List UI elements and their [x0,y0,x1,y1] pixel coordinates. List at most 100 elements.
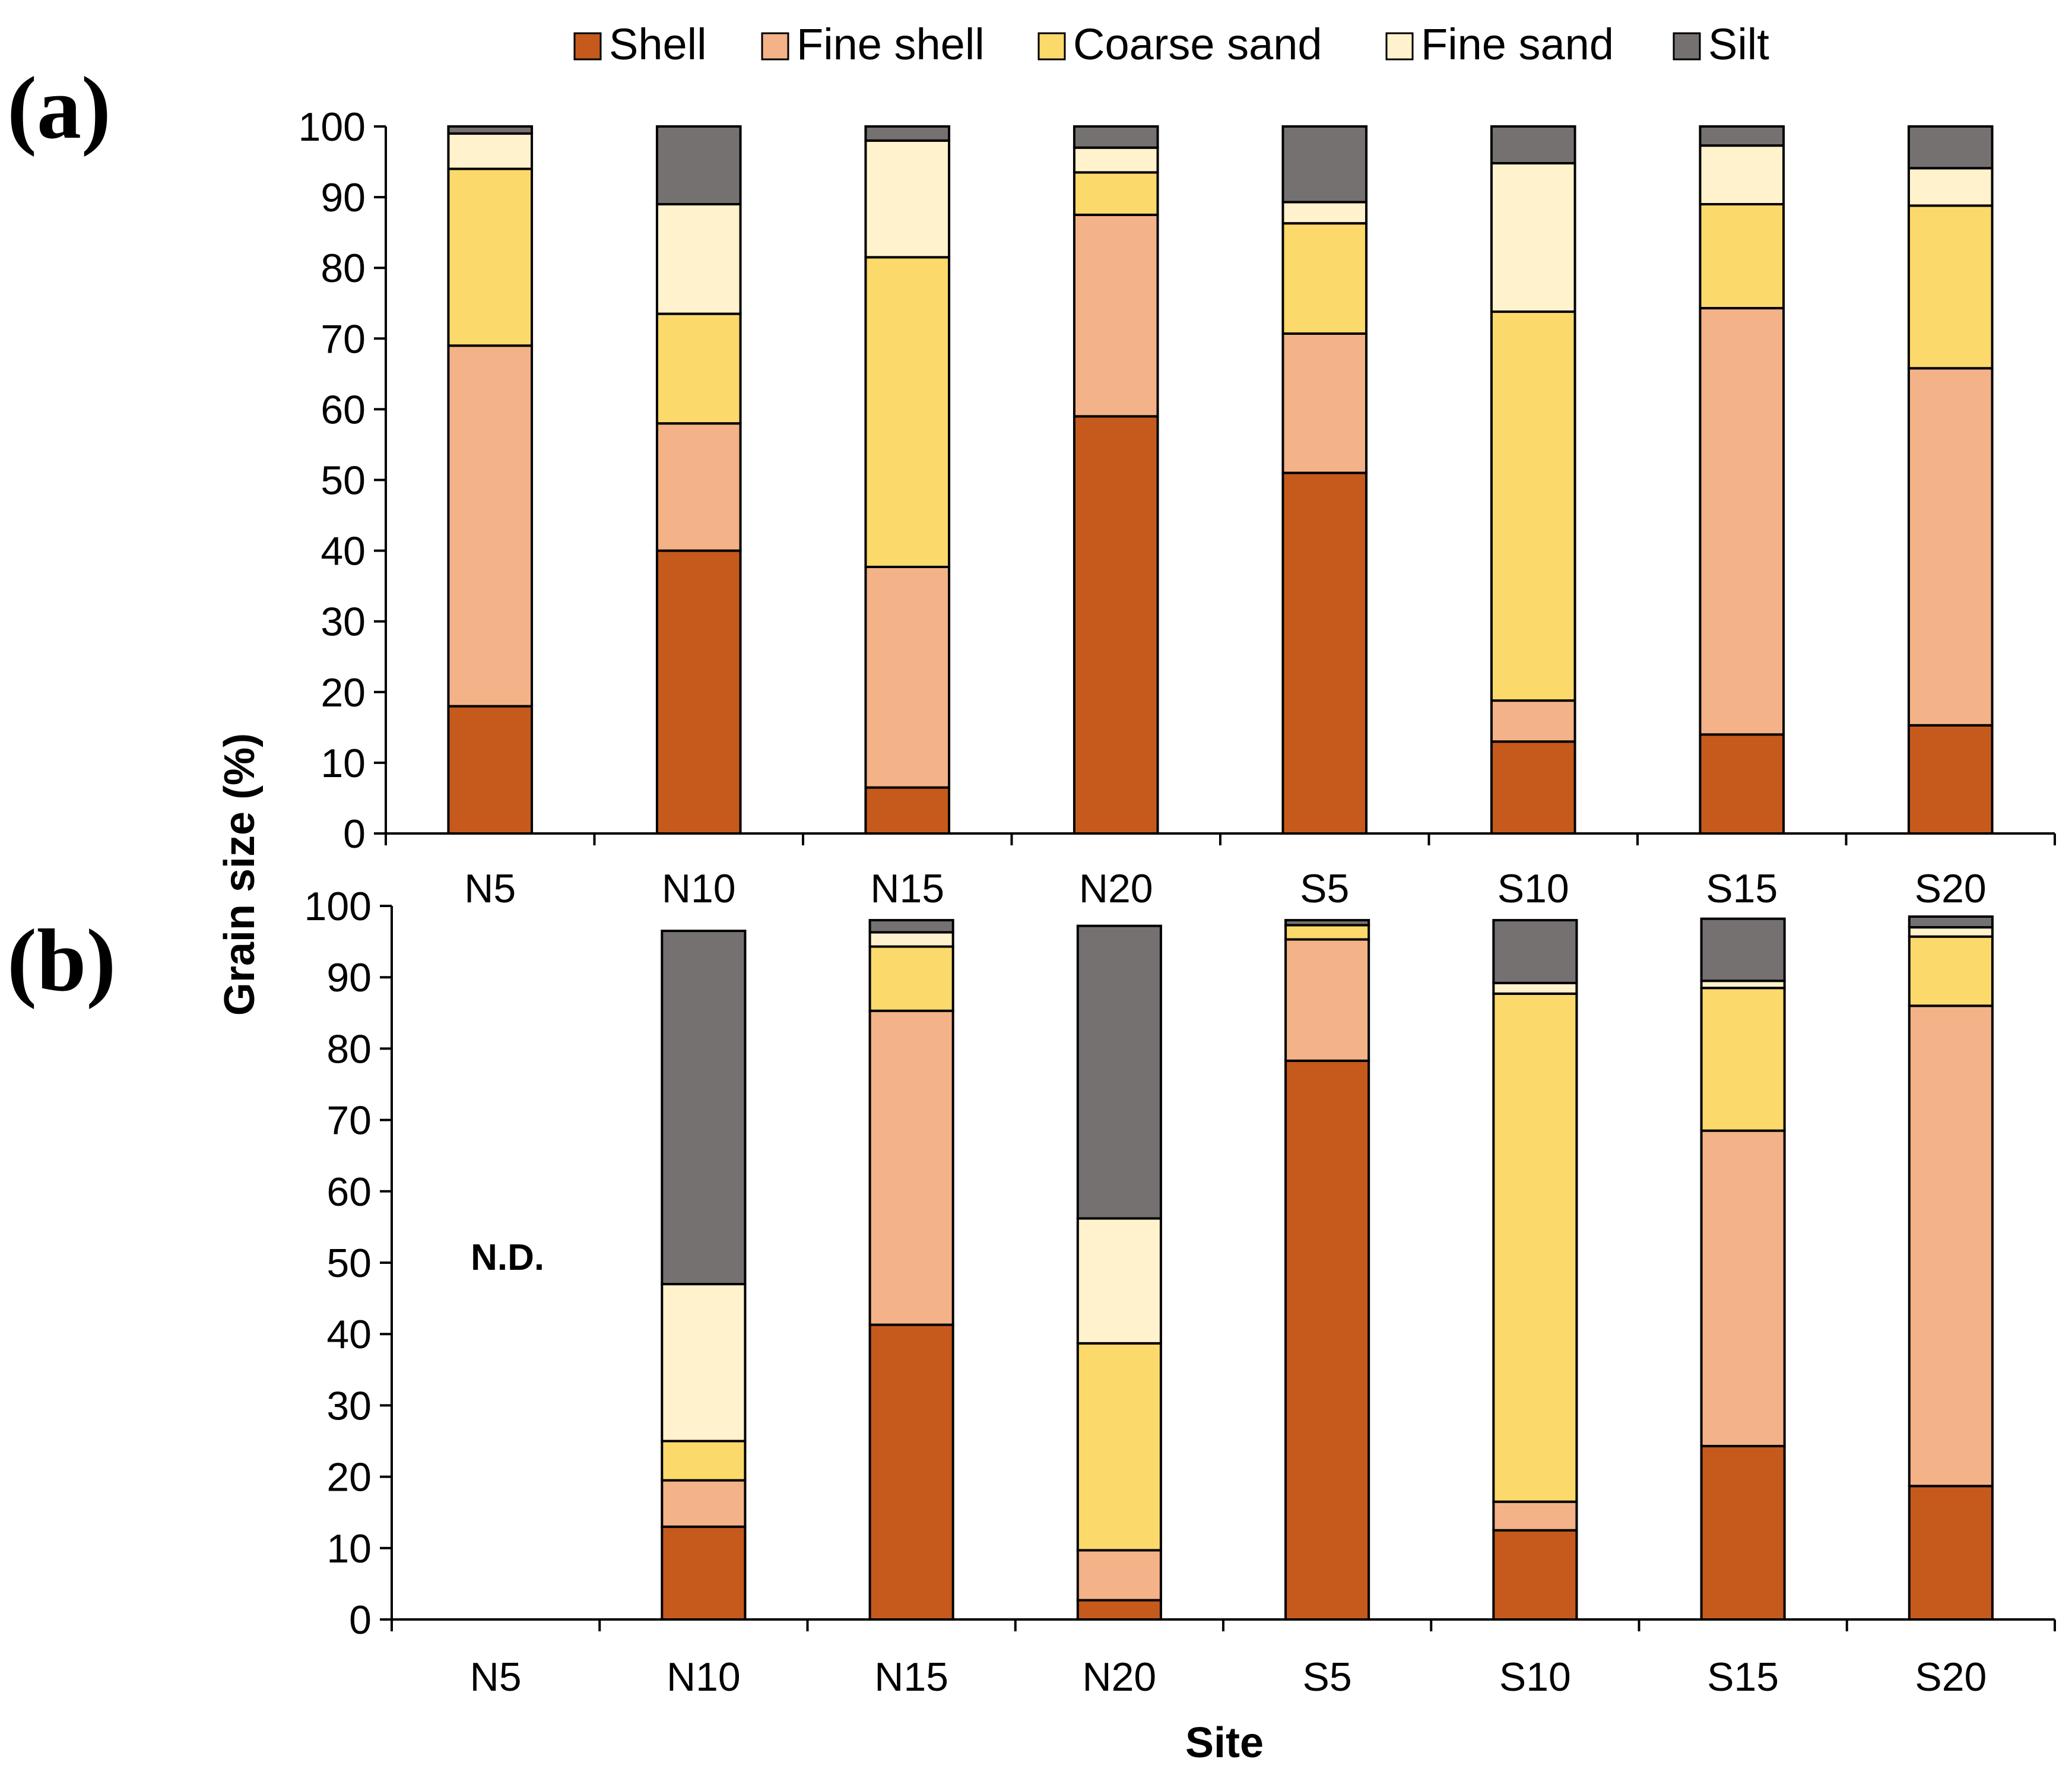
panel-b-bar-s20-silt [1908,915,1994,929]
panel-b-bar-n15-coarse-sand [868,945,954,1012]
panel-a-bar-s20-shell [1907,724,1994,835]
panel-a-x-tick-label-n10: N10 [662,866,736,911]
panel-a-x-tick-label-s15: S15 [1706,866,1778,911]
panel-b-bar-s15-coarse-sand [1700,987,1786,1132]
panel-a-bar-n10-fine-sand [655,203,742,315]
panel-b-bar-s20-fine-sand [1908,926,1994,938]
panel-a-x-tick-label-n5: N5 [464,866,516,911]
panel-a-bar-s15-silt [1699,125,1785,147]
panel-b-bar-s10-silt [1492,919,1578,984]
panel-b-bar-s5-silt [1284,919,1370,927]
panel-a-bar-n5-fine-sand [447,132,534,170]
panel-a-bar-n10-shell [655,549,742,835]
panel-a-y-tick-label-70: 70 [321,316,366,362]
panel-a-y-tick-label-90: 90 [321,175,366,220]
panel-a-bar-n15-shell [864,786,951,835]
panel-b-x-tick-label-s5: S5 [1303,1654,1352,1700]
panel-a-bar-n5-fine-shell [447,344,534,708]
panel-a: (a) 0 10 20 30 40 50 60 70 80 90 100 N5 N10 N15 N20 S5 S1… [7,59,2056,911]
panel-a-x-tick-label-n15: N15 [870,866,944,911]
panel-b-label: (b) [7,911,116,1010]
panel-a-bar-n10-fine-shell [655,422,742,552]
panel-b-bar-s20-fine-shell [1908,1004,1994,1488]
panel-a-bar-s20-fine-shell [1907,367,1994,727]
panel-a-x-tick-label-n20: N20 [1079,866,1153,911]
panel-b-x-tick-label-n20: N20 [1083,1654,1157,1700]
panel-b-bar-s10-fine-shell [1492,1500,1578,1532]
x-axis-title: Site [1185,1719,1264,1767]
panel-a-bar-n20-coarse-sand [1073,171,1159,216]
panel-b-bar-s20-coarse-sand [1908,935,1994,1007]
panel-a-bar-n20-fine-shell [1073,213,1159,418]
legend-swatch-coarse-sand [1037,32,1066,61]
panel-a-bar-n20-silt [1073,125,1159,149]
legend-label-fine-sand: Fine sand [1421,20,1614,69]
panel-b-y-tick-label-30: 30 [326,1383,372,1428]
panel-a-bar-s5-fine-shell [1281,332,1368,474]
panel-b-y-tick-label-20: 20 [326,1455,372,1500]
panel-b-bar-n15-shell [868,1323,954,1621]
panel-b-bar-s20-shell [1908,1485,1994,1621]
panel-a-bar-s10-shell [1490,740,1576,835]
panel-b-x-tick-label-s10: S10 [1499,1654,1571,1700]
panel-a-y-tick-label-10: 10 [321,741,366,786]
legend-swatch-shell [573,32,602,61]
panel-b-bar-n10-coarse-sand [661,1440,747,1482]
panel-b-x-tick-label-n15: N15 [874,1654,948,1700]
panel-b-x-tick-label-s15: S15 [1707,1654,1779,1700]
panel-b-bar-n20-shell [1076,1599,1162,1621]
panel-b-y-tick-label-60: 60 [326,1169,372,1215]
panel-b-y-tick-label-0: 0 [349,1598,372,1643]
panel-b-y-tick-label-50: 50 [326,1241,372,1286]
panel-b-y-tick-label-100: 100 [304,884,372,929]
panel-a-y-tick-label-50: 50 [321,458,366,503]
panel-b-bar-n20-silt [1076,924,1162,1220]
y-axis-title: Grain size (%) [216,733,264,1016]
panel-a-bar-s5-coarse-sand [1281,222,1368,335]
panel-b-bar-n10-fine-shell [661,1479,747,1528]
panel-a-bar-n5-coarse-sand [447,167,534,347]
panel-b-y-tick-label-10: 10 [326,1526,372,1571]
panel-a-bar-s20-coarse-sand [1907,204,1994,370]
panel-a-bar-s20-silt [1907,125,1994,170]
panel-a-y-tick-label-80: 80 [321,246,366,291]
panel-b-bar-s10-coarse-sand [1492,992,1578,1503]
panel-b-bar-n15-fine-shell [868,1009,954,1326]
panel-a-bar-n15-fine-sand [864,139,951,259]
panel-b-no-data-note: N.D. [471,1237,544,1278]
panel-a-y-tick-label-40: 40 [321,529,366,574]
panel-b-bar-s5-coarse-sand [1284,924,1370,941]
panel-b-bar-n10-silt [661,930,747,1286]
panel-a-bar-n15-coarse-sand [864,256,951,568]
panel-a-bar-s10-coarse-sand [1490,310,1576,702]
panel-a-y-tick-label-100: 100 [299,104,366,150]
panel-b-y-tick-label-90: 90 [326,955,372,1000]
panel-b: (b) 0 10 20 30 40 50 60 70 80 90 100 N5 N10 N15 N20 S5 S1… [7,884,2056,1700]
legend-swatch-fine-sand [1385,32,1414,61]
panel-a-bar-s5-silt [1281,125,1368,204]
legend-label-coarse-sand: Coarse sand [1073,20,1322,69]
legend: Shell Fine shell Coarse sand Fine sand Silt [573,20,1769,69]
panel-a-bar-n10-silt [655,125,742,206]
panel-b-bar-n20-fine-shell [1076,1549,1162,1602]
legend-label-silt: Silt [1708,20,1769,69]
legend-swatch-silt [1673,32,1701,61]
panel-b-bar-n10-shell [661,1525,747,1621]
panel-b-bar-n20-fine-sand [1076,1217,1162,1345]
panel-b-y-tick-label-40: 40 [326,1312,372,1357]
panel-b-bar-s5-shell [1284,1059,1370,1621]
panel-b-x-tick-label-s20: S20 [1915,1654,1987,1700]
legend-swatch-fine-shell [761,32,789,61]
panel-b-y-tick-label-70: 70 [326,1098,372,1143]
panel-b-bar-n15-silt [868,919,954,934]
panel-a-bar-n5-silt [447,125,534,135]
panel-b-bar-s10-fine-sand [1492,981,1578,995]
panel-a-x-tick-label-s20: S20 [1915,866,1987,911]
panel-a-x-tick-label-s10: S10 [1497,866,1569,911]
panel-a-bar-s15-coarse-sand [1699,203,1785,310]
panel-a-bar-n15-silt [864,125,951,142]
panel-a-y-tick-label-60: 60 [321,387,366,432]
panel-a-bar-s15-fine-sand [1699,144,1785,206]
legend-label-shell: Shell [609,20,707,69]
